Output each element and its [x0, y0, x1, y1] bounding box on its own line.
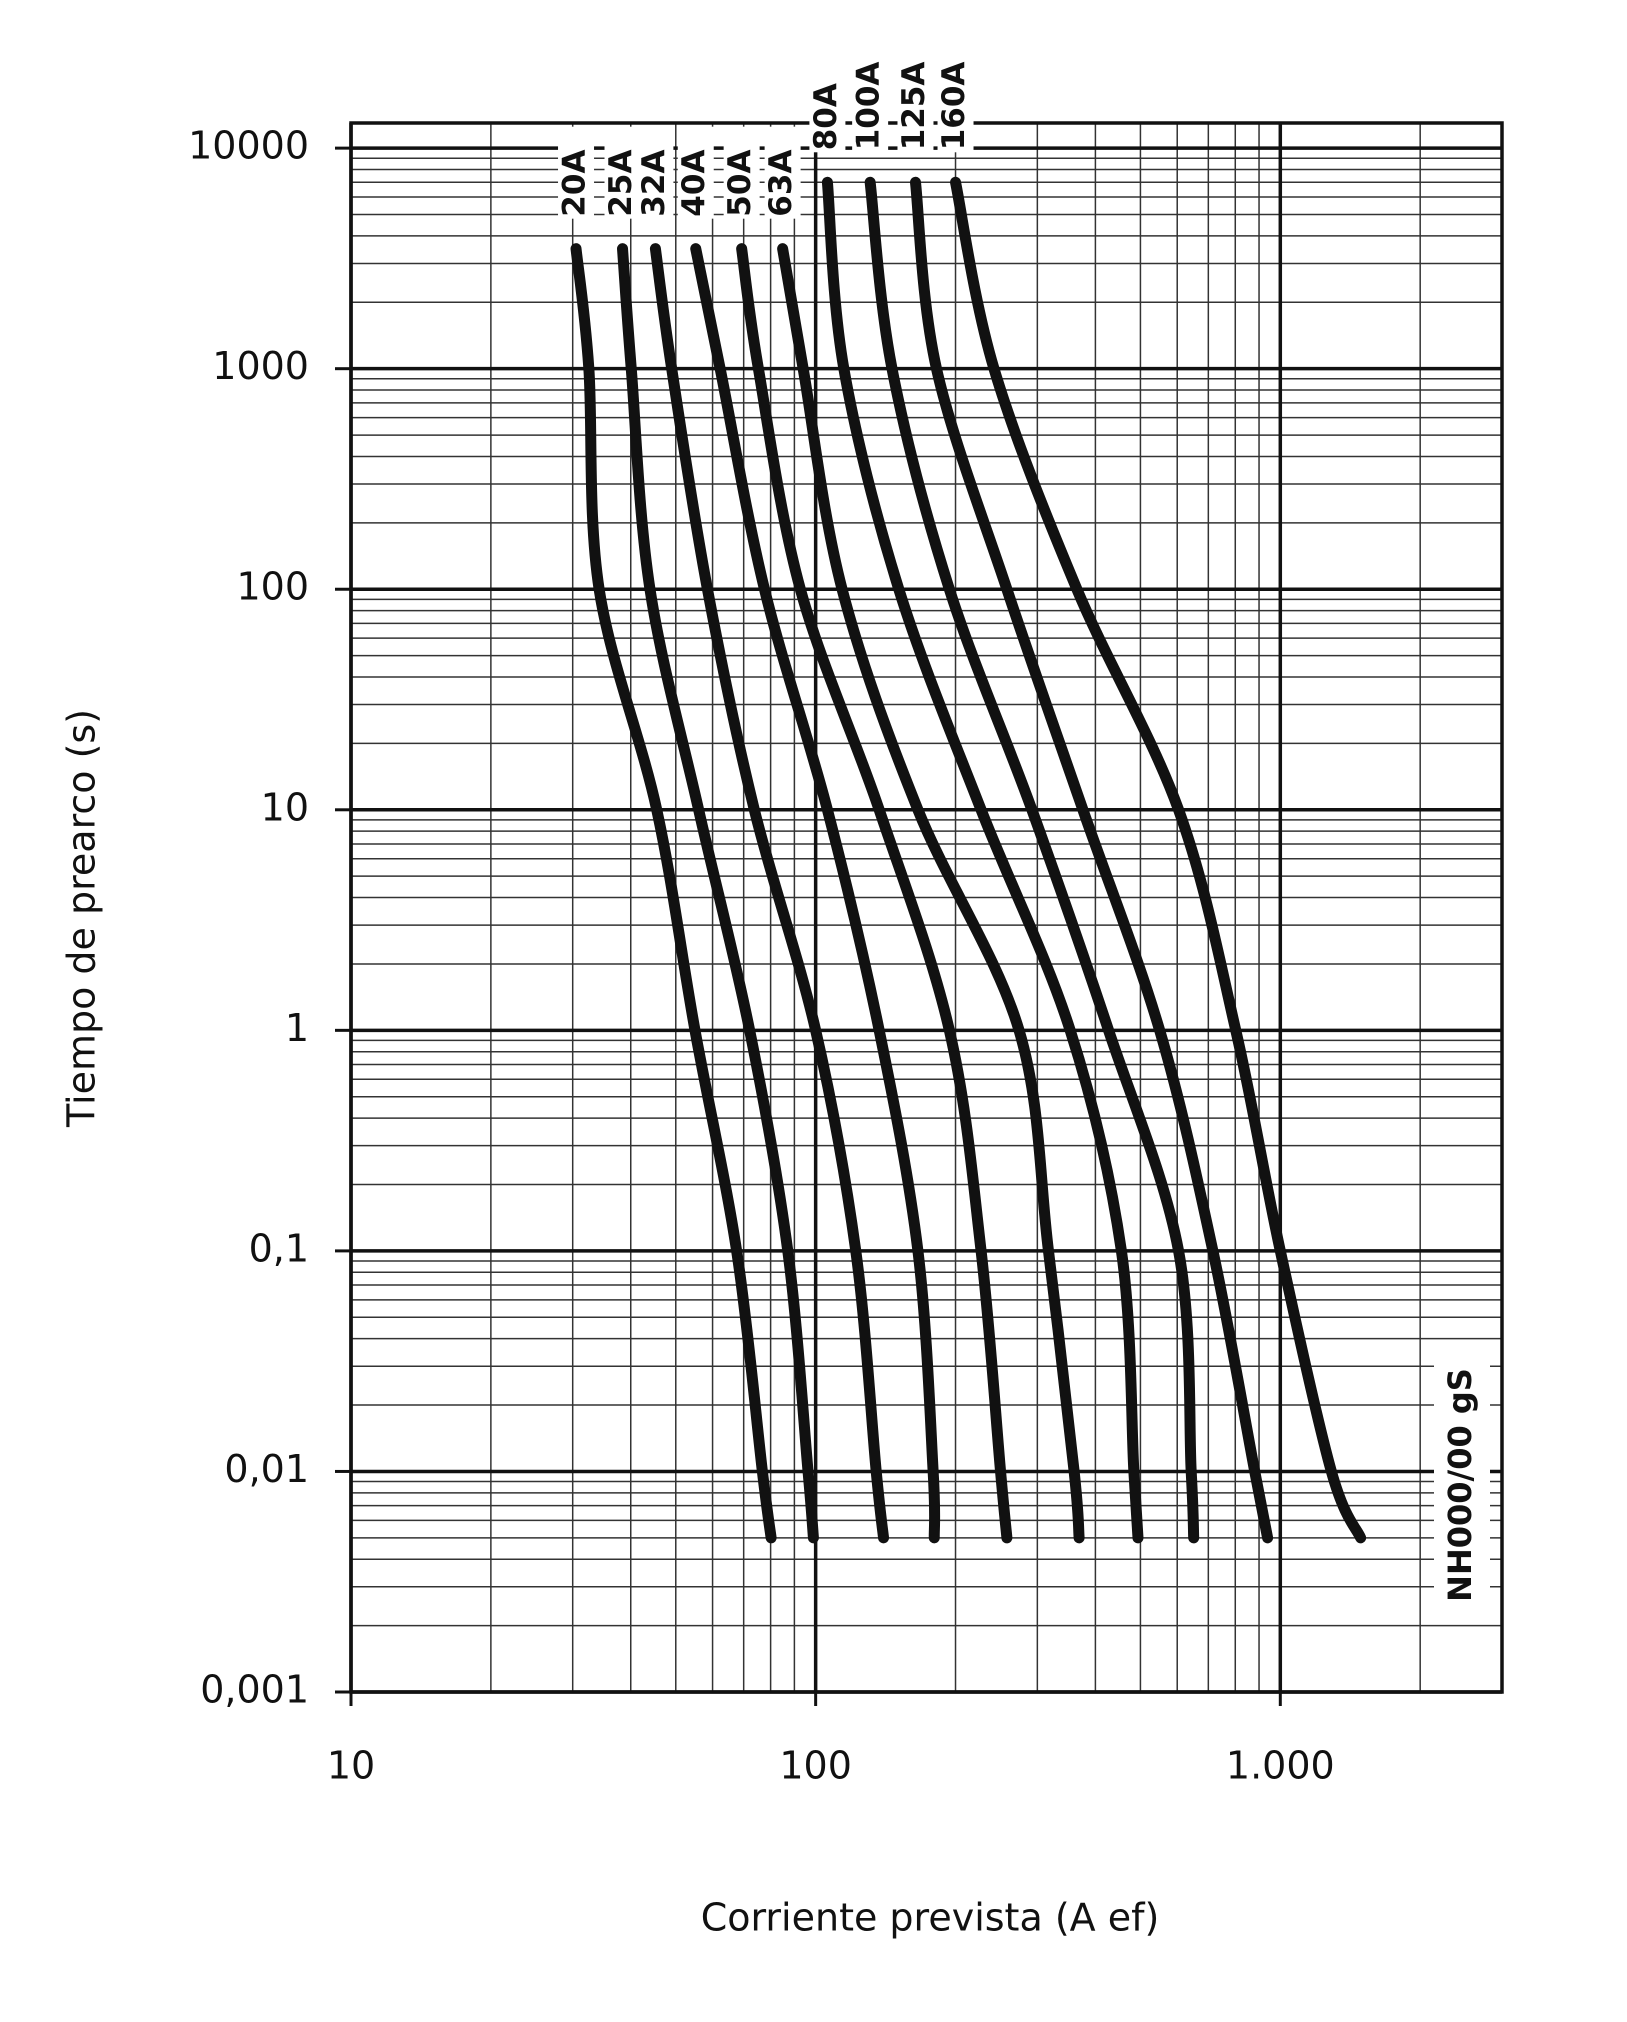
series-label: 63A	[763, 150, 799, 217]
series-label-background	[604, 126, 641, 219]
x-tick-label: 10	[327, 1744, 375, 1788]
y-tick-label: 10	[261, 785, 309, 829]
series-label: 32A	[636, 150, 672, 217]
y-tick-label: 10000	[188, 124, 309, 168]
curve	[821, 176, 1144, 1544]
series-label-background	[723, 126, 760, 219]
y-axis-title: Tiempo de prearco (s)	[60, 709, 104, 1128]
series-label-background	[558, 126, 595, 219]
series-label: 125A	[896, 62, 932, 151]
curve	[950, 176, 1367, 1544]
series-label-background	[637, 126, 674, 219]
series-label: 80A	[808, 83, 844, 150]
series-label-background	[809, 60, 846, 153]
curve	[690, 243, 941, 1544]
series-label: 40A	[676, 150, 712, 217]
y-tick-label: 0,01	[224, 1447, 309, 1491]
series-label: 160A	[936, 62, 972, 151]
curve	[909, 176, 1274, 1544]
annotation: NH000/00 gS	[1441, 1368, 1479, 1602]
series-label-background	[937, 60, 974, 153]
series-label: 20A	[557, 150, 593, 217]
curve	[864, 176, 1200, 1544]
curve	[736, 243, 1013, 1544]
y-tick-label: 0,1	[249, 1226, 309, 1270]
x-tick-label: 100	[779, 1744, 852, 1788]
y-tick-label: 1000	[212, 344, 309, 388]
y-tick-label: 100	[236, 565, 309, 609]
curve	[570, 243, 777, 1544]
curve	[649, 243, 890, 1544]
x-axis-title: Corriente prevista (A ef)	[701, 1896, 1160, 1940]
y-tick-label: 0,001	[200, 1668, 309, 1712]
annotation-background	[1434, 1365, 1490, 1605]
series-label-background	[764, 126, 801, 219]
series-label-background	[677, 126, 714, 219]
series-label-background	[852, 60, 889, 153]
y-tick-label: 1	[285, 1006, 309, 1050]
series-label-background	[897, 60, 934, 153]
curve	[777, 243, 1085, 1544]
curve	[617, 243, 819, 1544]
series-label: 50A	[722, 150, 758, 217]
series-label: 25A	[603, 150, 639, 217]
series-label: 100A	[851, 62, 887, 151]
x-tick-label: 1.000	[1226, 1744, 1335, 1788]
